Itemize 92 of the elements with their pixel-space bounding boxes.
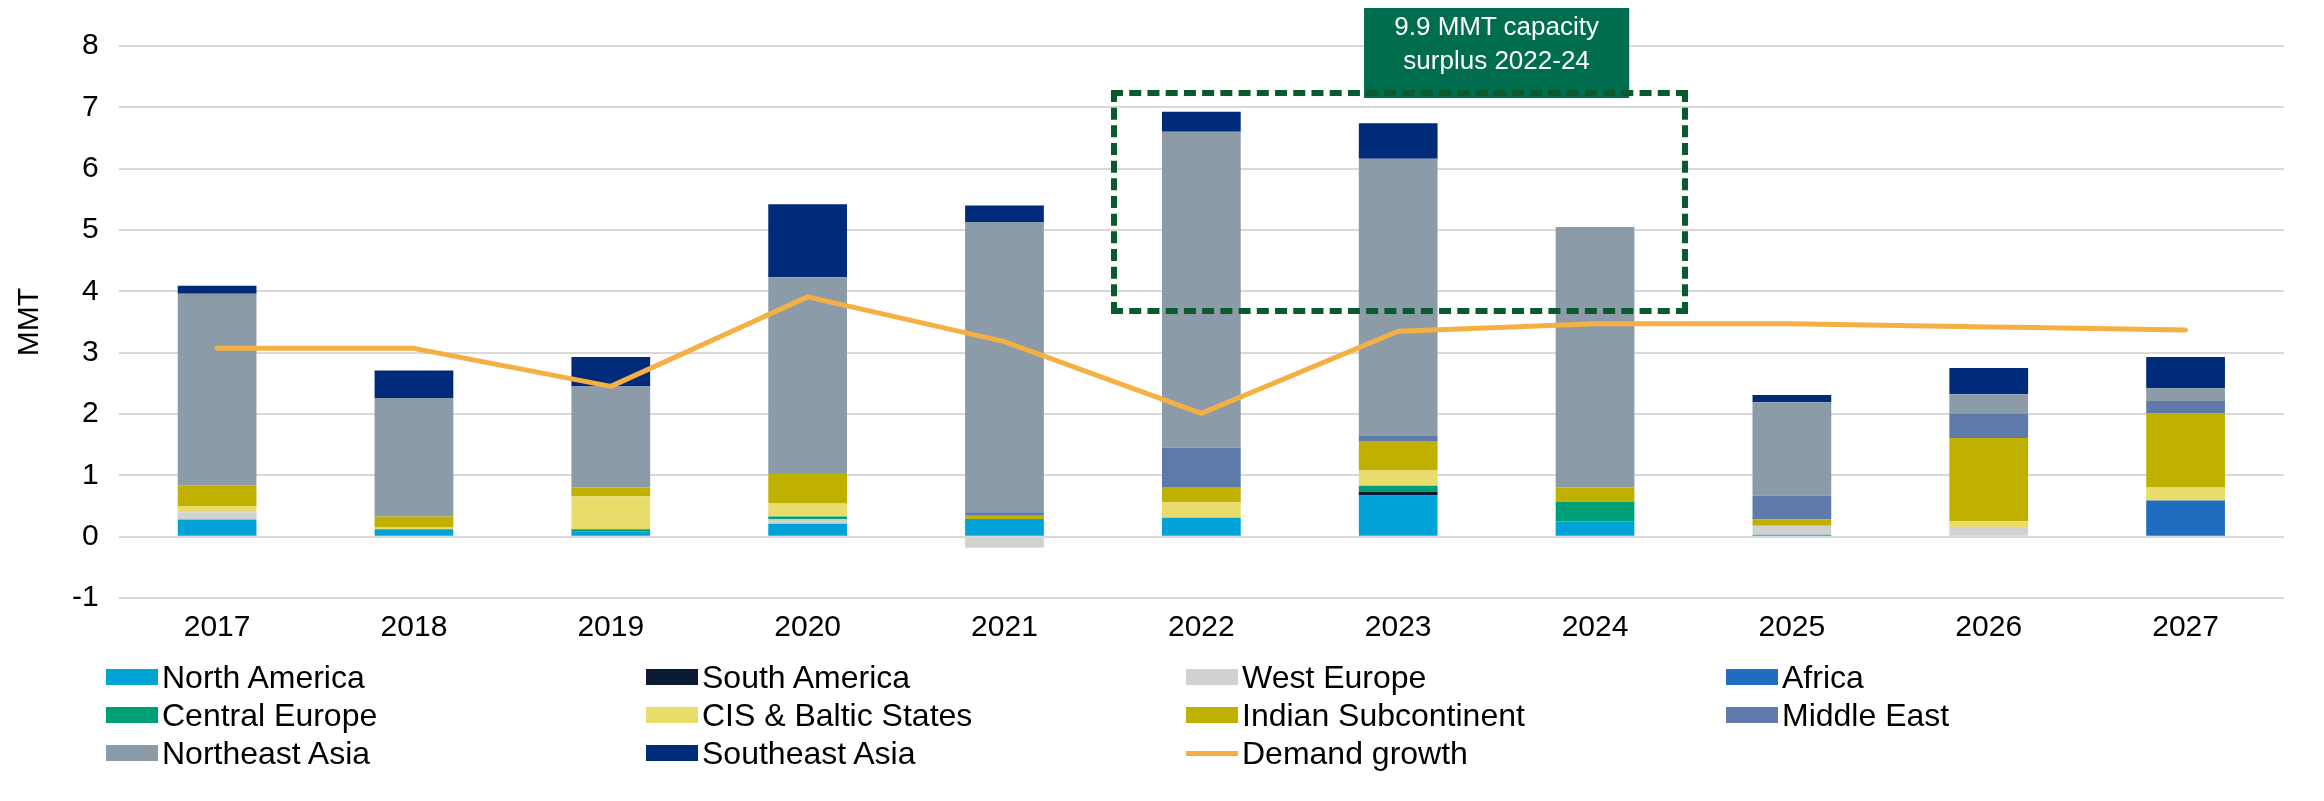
bar [1161, 131, 1241, 448]
bar [177, 506, 257, 513]
legend-label: West Europe [1242, 658, 1427, 696]
bar [177, 485, 257, 506]
bar [571, 487, 651, 497]
bar [571, 531, 651, 536]
bar [768, 503, 848, 517]
bar [571, 496, 651, 530]
x-tick-label: 2025 [1758, 609, 1826, 643]
bar [1358, 440, 1438, 471]
bar [1555, 487, 1635, 502]
bar [1949, 413, 2029, 438]
x-tick-label: 2024 [1561, 609, 1629, 643]
bar [768, 516, 848, 519]
bar [965, 518, 1044, 536]
x-tick-label: 2017 [183, 609, 251, 643]
legend-label: Central Europe [162, 696, 378, 734]
bar [1555, 521, 1635, 536]
bar [374, 516, 454, 528]
bar [1949, 394, 2029, 414]
legend-label: Indian Subcontinent [1242, 696, 1525, 734]
bar [571, 529, 651, 532]
y-tick-label: 3 [81, 333, 99, 367]
bar [177, 512, 257, 520]
y-tick-label: 0 [81, 517, 99, 551]
bar [1161, 486, 1241, 503]
legend-label: Africa [1782, 658, 1864, 696]
y-tick-label: -1 [71, 579, 99, 613]
bar [1752, 519, 1832, 526]
bar [1358, 495, 1438, 536]
legend-label: North America [162, 658, 365, 696]
y-tick-label: 7 [81, 88, 99, 122]
bar [1161, 502, 1241, 518]
bar [1358, 436, 1438, 441]
annotation: 9.9 MMT capacity surplus 2022-24 [1394, 11, 1599, 76]
x-tick-label: 2027 [2152, 609, 2219, 643]
bar [1358, 491, 1438, 496]
x-tick-label: 2021 [971, 609, 1038, 643]
bar [2146, 401, 2225, 414]
bar [1358, 123, 1438, 159]
legend-label: Northeast Asia [162, 734, 371, 772]
bar [177, 285, 257, 294]
bar [2146, 388, 2225, 402]
x-tick-label: 2022 [1167, 609, 1235, 643]
bar [1161, 447, 1241, 487]
bar [177, 293, 257, 486]
bar [1358, 158, 1438, 437]
y-tick-label: 5 [81, 211, 99, 245]
bar [374, 370, 454, 399]
bar [374, 398, 454, 517]
legend-label: CIS & Baltic States [702, 696, 973, 734]
legend-label: Southeast Asia [702, 734, 916, 772]
bar [374, 529, 454, 536]
bar [2146, 487, 2225, 501]
bar [1949, 368, 2029, 395]
bar [2146, 413, 2225, 488]
bar [2146, 356, 2225, 389]
bar [1555, 501, 1635, 522]
bar [1752, 495, 1832, 520]
bar [1949, 437, 2029, 522]
bar [1161, 111, 1241, 132]
y-tick-label: 6 [81, 149, 99, 183]
x-tick-label: 2023 [1364, 609, 1432, 643]
y-tick-label: 2 [81, 395, 99, 429]
bar [768, 472, 848, 504]
bar [1949, 521, 2029, 529]
y-tick-label: 8 [81, 27, 99, 61]
legend-label: South America [702, 658, 911, 696]
bar [965, 205, 1044, 223]
x-tick-label: 2018 [380, 609, 448, 643]
bar [177, 519, 257, 536]
bar [768, 518, 848, 524]
x-tick-label: 2026 [1955, 609, 2023, 643]
x-tick-label: 2019 [577, 609, 645, 643]
y-axis-title: MMT [11, 287, 45, 357]
bar [1358, 470, 1438, 486]
bar [1161, 517, 1241, 536]
bar [1752, 402, 1832, 496]
bar [768, 204, 848, 278]
bar [1555, 226, 1635, 488]
bar [571, 386, 651, 488]
y-tick-label: 4 [81, 272, 99, 306]
legend-label: Middle East [1782, 696, 1950, 734]
y-tick-label: 1 [81, 456, 99, 490]
x-tick-label: 2020 [774, 609, 842, 643]
legend-label: Demand growth [1242, 734, 1468, 772]
bar [1358, 485, 1438, 492]
bar [768, 277, 848, 473]
bar [965, 222, 1044, 513]
bar [1752, 394, 1832, 403]
bar [2146, 500, 2225, 536]
bar [768, 523, 848, 536]
